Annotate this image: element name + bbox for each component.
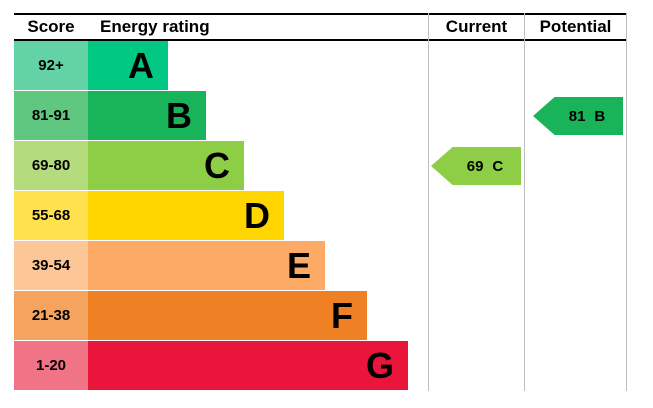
rating-letter: D [244,194,270,236]
right-border-line [626,13,627,391]
rating-letter: A [128,44,154,86]
potential-rating-letter: B [594,107,606,125]
score-cell: 81-91 [14,91,88,140]
energy-rating-header: Energy rating [100,17,210,36]
rating-bar: F [88,291,367,340]
current-rating-letter: C [492,157,504,175]
potential-column-header: Potential [539,17,612,36]
rating-bar: C [88,141,244,190]
rating-bar: D [88,191,284,240]
current-rating-value: 69 [466,157,484,175]
score-range: 69-80 [31,157,71,174]
current-rating-arrow: 69 C [431,147,521,185]
score-cell: 39-54 [14,241,88,290]
score-cell: 21-38 [14,291,88,340]
rating-bar: A [88,41,168,90]
rating-bar: G [88,341,408,390]
score-cell: 55-68 [14,191,88,240]
score-range: 92+ [38,57,64,74]
score-cell: 1-20 [14,341,88,390]
score-range: 55-68 [31,207,71,224]
score-range: 1-20 [35,357,67,374]
score-cell: 92+ [14,41,88,90]
score-column-header: Score [27,17,75,36]
header-divider-line [14,39,627,41]
potential-rating-value: 81 [568,107,586,125]
top-border-line [14,13,627,15]
rating-letter: C [204,144,230,186]
score-range: 81-91 [31,107,71,124]
rating-letter: B [166,94,192,136]
potential-rating-arrow: 81 B [533,97,623,135]
score-range: 21-38 [31,307,71,324]
score-cell: 69-80 [14,141,88,190]
score-range: 39-54 [31,257,71,274]
rating-letter: G [365,344,394,386]
rating-bar: E [88,241,325,290]
potential-column-left-line [524,13,525,391]
rating-letter: F [331,294,353,336]
rating-bar: B [88,91,206,140]
current-column-header: Current [445,17,508,36]
current-column-left-line [428,13,429,391]
rating-letter: E [286,244,311,286]
